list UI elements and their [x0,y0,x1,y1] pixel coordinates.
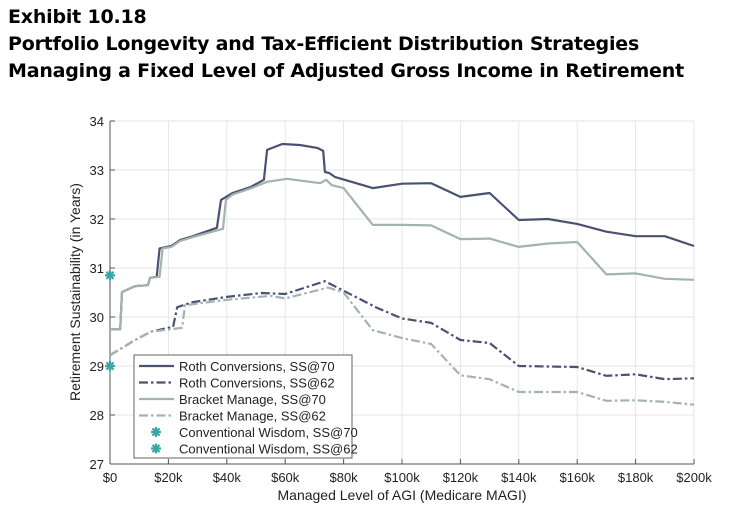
y-tick-label: 31 [90,261,104,276]
marker-stroke [105,361,115,371]
x-axis-label: Managed Level of AGI (Medicare MAGI) [278,487,527,503]
x-tick-label: $180k [618,470,654,485]
chart-title-line1: Portfolio Longevity and Tax-Efficient Di… [8,33,640,55]
y-axis-label: Retirement Sustainability (in Years) [67,183,83,401]
legend-entry: Conventional Wisdom, SS@62 [179,442,358,457]
legend-entry: Conventional Wisdom, SS@70 [179,425,358,440]
conventional-wisdom-marker [105,270,115,281]
x-tick-label: $100k [384,470,420,485]
y-tick-label: 30 [90,310,104,325]
series-line-4 [109,286,695,406]
marker-stroke [151,444,161,453]
legend-entry: Roth Conversions, SS@70 [179,359,335,374]
legend: Roth Conversions, SS@70 Roth Conversions,… [133,354,358,459]
legend-entry: Roth Conversions, SS@62 [179,376,335,391]
y-tick-label: 33 [90,163,104,178]
x-tick-label: $120k [443,470,479,485]
marker-stroke [105,271,115,280]
legend-entry: Bracket Manage, SS@70 [179,392,326,407]
exhibit-label: Exhibit 10.18 [8,6,147,28]
y-tick-label: 27 [90,457,104,472]
y-tick-label: 28 [90,408,104,423]
x-tick-label: $40k [213,470,242,485]
x-tick-label: $80k [329,470,358,485]
x-tick-label: $140k [501,470,537,485]
series-line-2 [109,280,695,381]
axes: $0 $20k $40k $60k $80k $100k $120k $140k $160k $1… [90,114,713,485]
x-tick-label: $0 [103,470,117,485]
marker-stroke [151,427,161,437]
legend-box [133,354,353,459]
y-tick-label: 29 [90,359,104,374]
y-tick-label: 32 [90,212,104,227]
x-tick-label: $20k [154,470,183,485]
y-tick-label: 34 [90,114,104,129]
x-tick-label: $60k [271,470,300,485]
series-line-3 [110,177,695,331]
conventional-wisdom-marker [105,361,115,371]
series-lines [105,142,695,406]
chart-titles: Exhibit 10.18 Portfolio Longevity and Ta… [8,4,684,85]
x-tick-label: $200k [676,470,712,485]
legend-entry: Bracket Manage, SS@62 [179,409,326,424]
legend-marker [151,443,161,454]
x-tick-label: $160k [559,470,595,485]
legend-marker [151,427,161,437]
chart-title-line2: Managing a Fixed Level of Adjusted Gross… [8,60,684,82]
